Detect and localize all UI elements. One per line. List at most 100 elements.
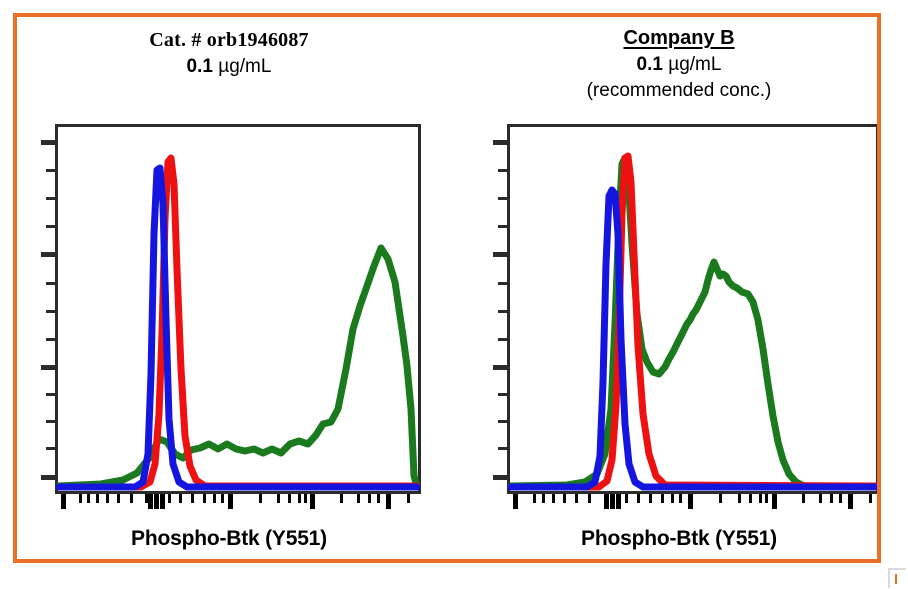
xtick-major (386, 494, 391, 509)
figure-canvas: Cat. # orb1946087 0.1 µg/mL (13, 13, 881, 563)
panel-right-plot (493, 124, 879, 509)
xtick-minor (679, 494, 682, 503)
ytick-minor (498, 393, 507, 396)
panel-right-conc-unit: µg/mL (662, 54, 722, 75)
panel-left-title-block: Cat. # orb1946087 0.1 µg/mL (29, 27, 429, 80)
xtick-minor (839, 494, 842, 503)
xtick-major (616, 494, 621, 509)
xtick-minor (368, 494, 371, 503)
ytick-major (493, 365, 507, 370)
panel-right-concentration: 0.1 µg/mL (481, 51, 877, 78)
xtick-minor (869, 494, 872, 503)
panel-left-title: Cat. # orb1946087 (149, 29, 309, 51)
xtick-minor (377, 494, 380, 503)
xtick-minor (738, 494, 741, 503)
xtick-minor (533, 494, 536, 503)
panel-left-xaxis-ticks (55, 494, 421, 510)
curve-blue-right (507, 186, 879, 491)
panel-left-conc-value: 0.1 (186, 56, 213, 77)
xtick-minor (79, 494, 82, 503)
ytick-major (493, 252, 507, 257)
panel-right-title: Company B (623, 27, 735, 49)
curve-green-right (507, 154, 879, 490)
xtick-minor (191, 494, 194, 503)
ytick-minor (46, 420, 55, 423)
ytick-major (41, 252, 55, 257)
xtick-minor (575, 494, 578, 503)
panel-left-yaxis-ticks (41, 124, 55, 494)
ytick-minor (46, 338, 55, 341)
xtick-minor (106, 494, 109, 503)
panel-right: Company B 0.1 µg/mL (recommended conc.) (481, 13, 879, 563)
ytick-minor (498, 447, 507, 450)
xtick-minor (277, 494, 280, 503)
panel-left: Cat. # orb1946087 0.1 µg/mL (29, 13, 429, 563)
panel-left-concentration: 0.1 µg/mL (29, 53, 429, 80)
xtick-minor (830, 494, 833, 503)
xtick-minor (96, 494, 99, 503)
xtick-minor (298, 494, 301, 503)
xtick-minor (588, 494, 591, 503)
panel-right-note: (recommended conc.) (586, 80, 772, 101)
xtick-minor (759, 494, 762, 503)
ytick-minor (498, 338, 507, 341)
xtick-minor (145, 494, 148, 503)
ytick-major (493, 475, 507, 480)
xtick-minor (288, 494, 291, 503)
panel-right-xaxis-ticks (507, 494, 879, 510)
corner-marker-tick (895, 574, 897, 584)
xtick-minor (407, 494, 410, 503)
panel-right-yaxis-ticks (493, 124, 507, 494)
xtick-major (772, 494, 777, 509)
ytick-minor (498, 197, 507, 200)
panel-left-plot (41, 124, 421, 509)
ytick-minor (46, 197, 55, 200)
xtick-minor (563, 494, 566, 503)
xtick-minor (552, 494, 555, 503)
ytick-major (41, 475, 55, 480)
xtick-minor (203, 494, 206, 503)
ytick-minor (498, 225, 507, 228)
ytick-minor (46, 393, 55, 396)
ytick-major (41, 140, 55, 145)
xtick-minor (637, 494, 640, 503)
panel-right-title-block: Company B 0.1 µg/mL (recommended conc.) (481, 25, 877, 104)
panel-right-conc-value: 0.1 (636, 54, 663, 75)
curve-red-left (55, 154, 421, 491)
xtick-minor (221, 494, 224, 503)
xtick-major (610, 494, 615, 509)
panel-left-xaxis-label: Phospho-Btk (Y551) (131, 527, 327, 550)
curve-blue-left (55, 164, 421, 491)
xtick-major (154, 494, 159, 509)
ytick-minor (498, 169, 507, 172)
xtick-minor (259, 494, 262, 503)
xtick-minor (542, 494, 545, 503)
ytick-major (41, 365, 55, 370)
ytick-minor (46, 225, 55, 228)
xtick-major (160, 494, 165, 509)
xtick-minor (625, 494, 628, 503)
panel-left-histogram (55, 154, 421, 491)
xtick-minor (117, 494, 120, 503)
xtick-major (148, 494, 153, 509)
xtick-major (310, 494, 315, 509)
xtick-minor (179, 494, 182, 503)
xtick-minor (304, 494, 307, 503)
ytick-minor (46, 169, 55, 172)
xtick-minor (765, 494, 768, 503)
xtick-minor (661, 494, 664, 503)
ytick-minor (46, 310, 55, 313)
ytick-minor (498, 420, 507, 423)
ytick-minor (498, 310, 507, 313)
corner-marker (888, 568, 906, 588)
xtick-minor (130, 494, 133, 503)
xtick-major (848, 494, 853, 509)
xtick-minor (819, 494, 822, 503)
xtick-minor (802, 494, 805, 503)
panel-right-xaxis-label: Phospho-Btk (Y551) (581, 527, 777, 550)
xtick-minor (87, 494, 90, 503)
panel-left-conc-unit: µg/mL (212, 56, 272, 77)
xtick-minor (749, 494, 752, 503)
ytick-minor (498, 282, 507, 285)
curve-red-right (507, 152, 879, 491)
